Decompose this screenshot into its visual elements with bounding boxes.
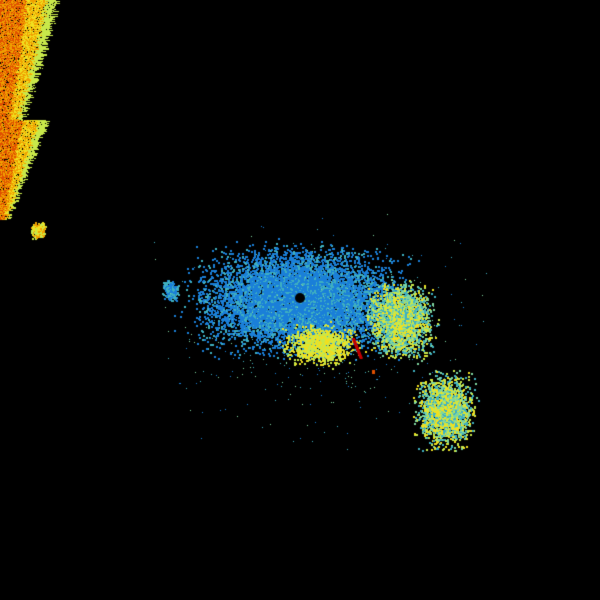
radar-reflectivity-image [0,0,600,600]
